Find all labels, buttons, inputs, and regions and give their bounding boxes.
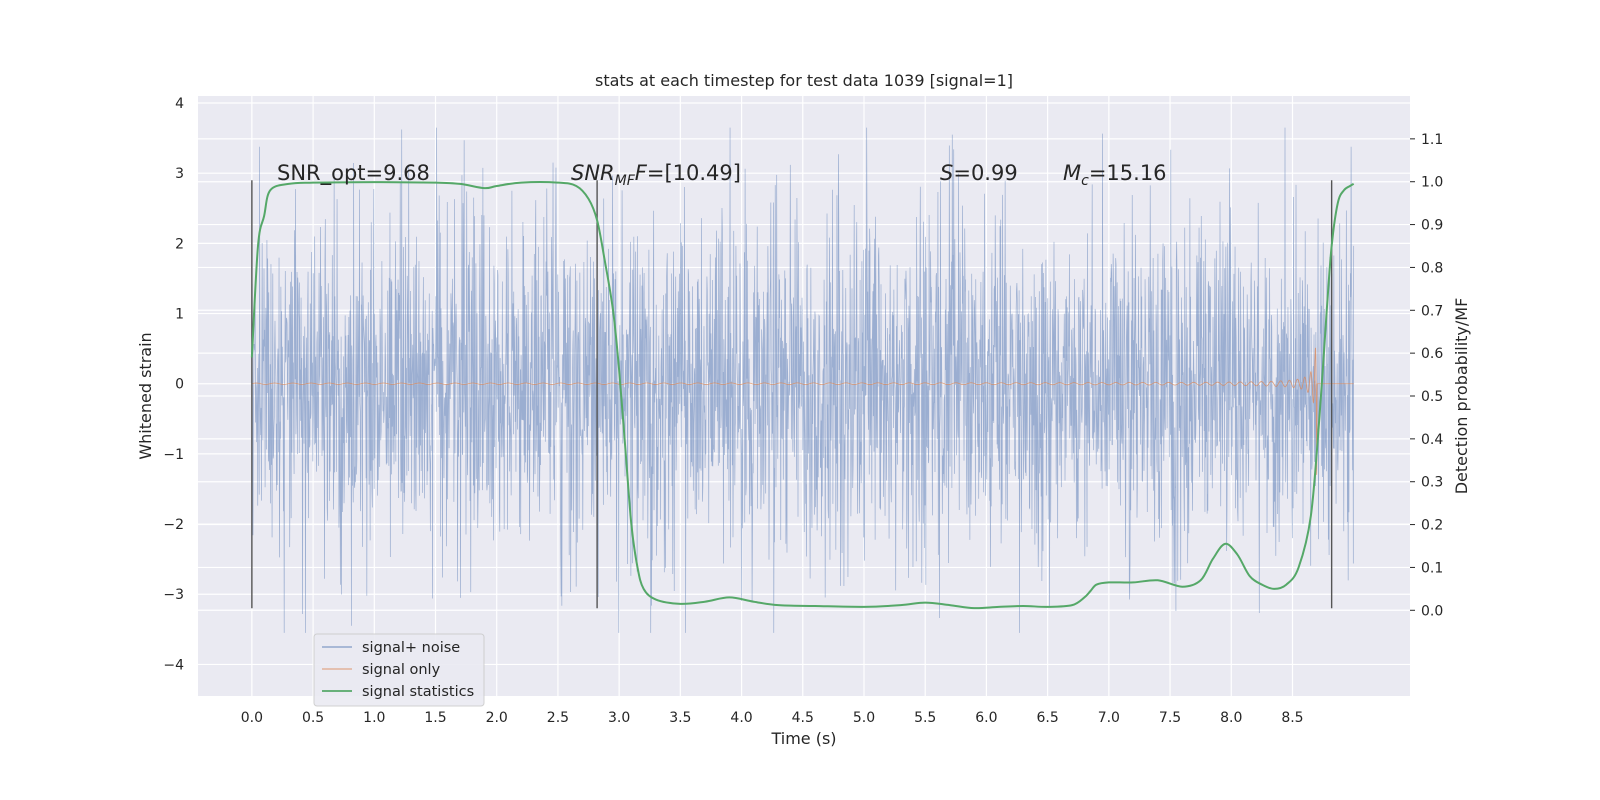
- y-tick-label-1: 3: [175, 166, 184, 182]
- x-axis-ticks: 0.0 0.5 1.0 1.5 2.0 2.5 3.0 3.5 4.0 4.5 5.0 5.5 6.0 6…: [241, 710, 1304, 726]
- y-tick-label-6: −2: [163, 517, 184, 533]
- y-right-tick-label-3: 0.8: [1421, 260, 1443, 276]
- y-tick-label-7: −3: [163, 587, 184, 603]
- legend-label-signal-only: signal only: [362, 662, 441, 678]
- x-tick-label-1: 0.5: [302, 710, 324, 726]
- annotation-snr-mf: SNRMFF=[10.49]: [571, 161, 741, 189]
- y-right-tick-label-0: 1.1: [1421, 132, 1443, 148]
- legend-box: [313, 633, 485, 707]
- x-tick-label-6: 3.0: [608, 710, 630, 726]
- x-tick-label-10: 5.0: [853, 710, 875, 726]
- y-tick-label-5: −1: [163, 447, 184, 463]
- legend: signal+ noise signal only signal statist…: [313, 633, 485, 707]
- y-right-tick-label-11: 0.0: [1421, 603, 1443, 619]
- x-tick-label-7: 3.5: [669, 710, 691, 726]
- legend-label-signal-noise: signal+ noise: [362, 640, 460, 656]
- y-right-tick-label-10: 0.1: [1421, 560, 1443, 576]
- signal-line: [251, 347, 1354, 475]
- noise-series: [251, 127, 1355, 633]
- annotation-s: S=0.99: [940, 161, 1018, 185]
- x-tick-label-13: 6.5: [1036, 710, 1058, 726]
- stats-line: [250, 181, 1355, 610]
- legend-label-signal-stats: signal statistics: [362, 684, 474, 700]
- chart-title: stats at each timestep for test data 103…: [595, 71, 1013, 90]
- stats-series: [250, 181, 1355, 610]
- signal-series: [251, 347, 1354, 475]
- x-tick-label-11: 5.5: [914, 710, 936, 726]
- y-tick-label-4: 0: [175, 377, 184, 393]
- y-right-tick-label-4: 0.7: [1421, 303, 1443, 319]
- annotation-mc: Mc=15.16: [1063, 161, 1167, 189]
- noise-line: [251, 127, 1355, 633]
- x-tick-label-17: 8.5: [1281, 710, 1303, 726]
- x-tick-label-12: 6.0: [975, 710, 997, 726]
- annotations: SNR_opt=9.68 SNRMFF=[10.49] S=0.99 Mc=15…: [277, 161, 1167, 189]
- y-right-axis-ticks: 1.1 1.0 0.9 0.8 0.7 0.6 0.5 0.4 0.3 0.2 0.1 0.0: [1410, 132, 1443, 619]
- y-right-tick-label-8: 0.3: [1421, 475, 1443, 491]
- x-tick-label-16: 8.0: [1220, 710, 1242, 726]
- y-right-tick-label-6: 0.5: [1421, 389, 1443, 405]
- x-axis-label: Time (s): [770, 729, 836, 748]
- y-right-tick-label-9: 0.2: [1421, 518, 1443, 534]
- x-tick-label-3: 1.5: [424, 710, 446, 726]
- x-tick-label-14: 7.0: [1098, 710, 1120, 726]
- x-tick-label-9: 4.5: [792, 710, 814, 726]
- y-right-tick-label-1: 1.0: [1421, 175, 1443, 191]
- y-right-axis-label: Detection probability/MF: [1452, 298, 1471, 495]
- y-axis-label: Whitened strain: [136, 332, 155, 459]
- y-right-tick-label-2: 0.9: [1421, 218, 1443, 234]
- y-tick-label-2: 2: [175, 236, 184, 252]
- y-tick-label-0: 4: [175, 96, 184, 112]
- x-tick-label-8: 4.0: [730, 710, 752, 726]
- y-axis-ticks: 4 3 2 1 0 −1 −2 −3 −4: [163, 96, 184, 673]
- y-right-tick-label-7: 0.4: [1421, 432, 1443, 448]
- y-tick-label-3: 1: [175, 307, 184, 323]
- x-tick-label-5: 2.5: [547, 710, 569, 726]
- x-tick-label-4: 2.0: [486, 710, 508, 726]
- y-right-tick-label-5: 0.6: [1421, 346, 1443, 362]
- y-tick-label-8: −4: [163, 657, 184, 673]
- annotation-snr-opt: SNR_opt=9.68: [277, 161, 430, 186]
- x-tick-label-2: 1.0: [363, 710, 385, 726]
- x-tick-label-0: 0.0: [241, 710, 263, 726]
- x-tick-label-15: 7.5: [1159, 710, 1181, 726]
